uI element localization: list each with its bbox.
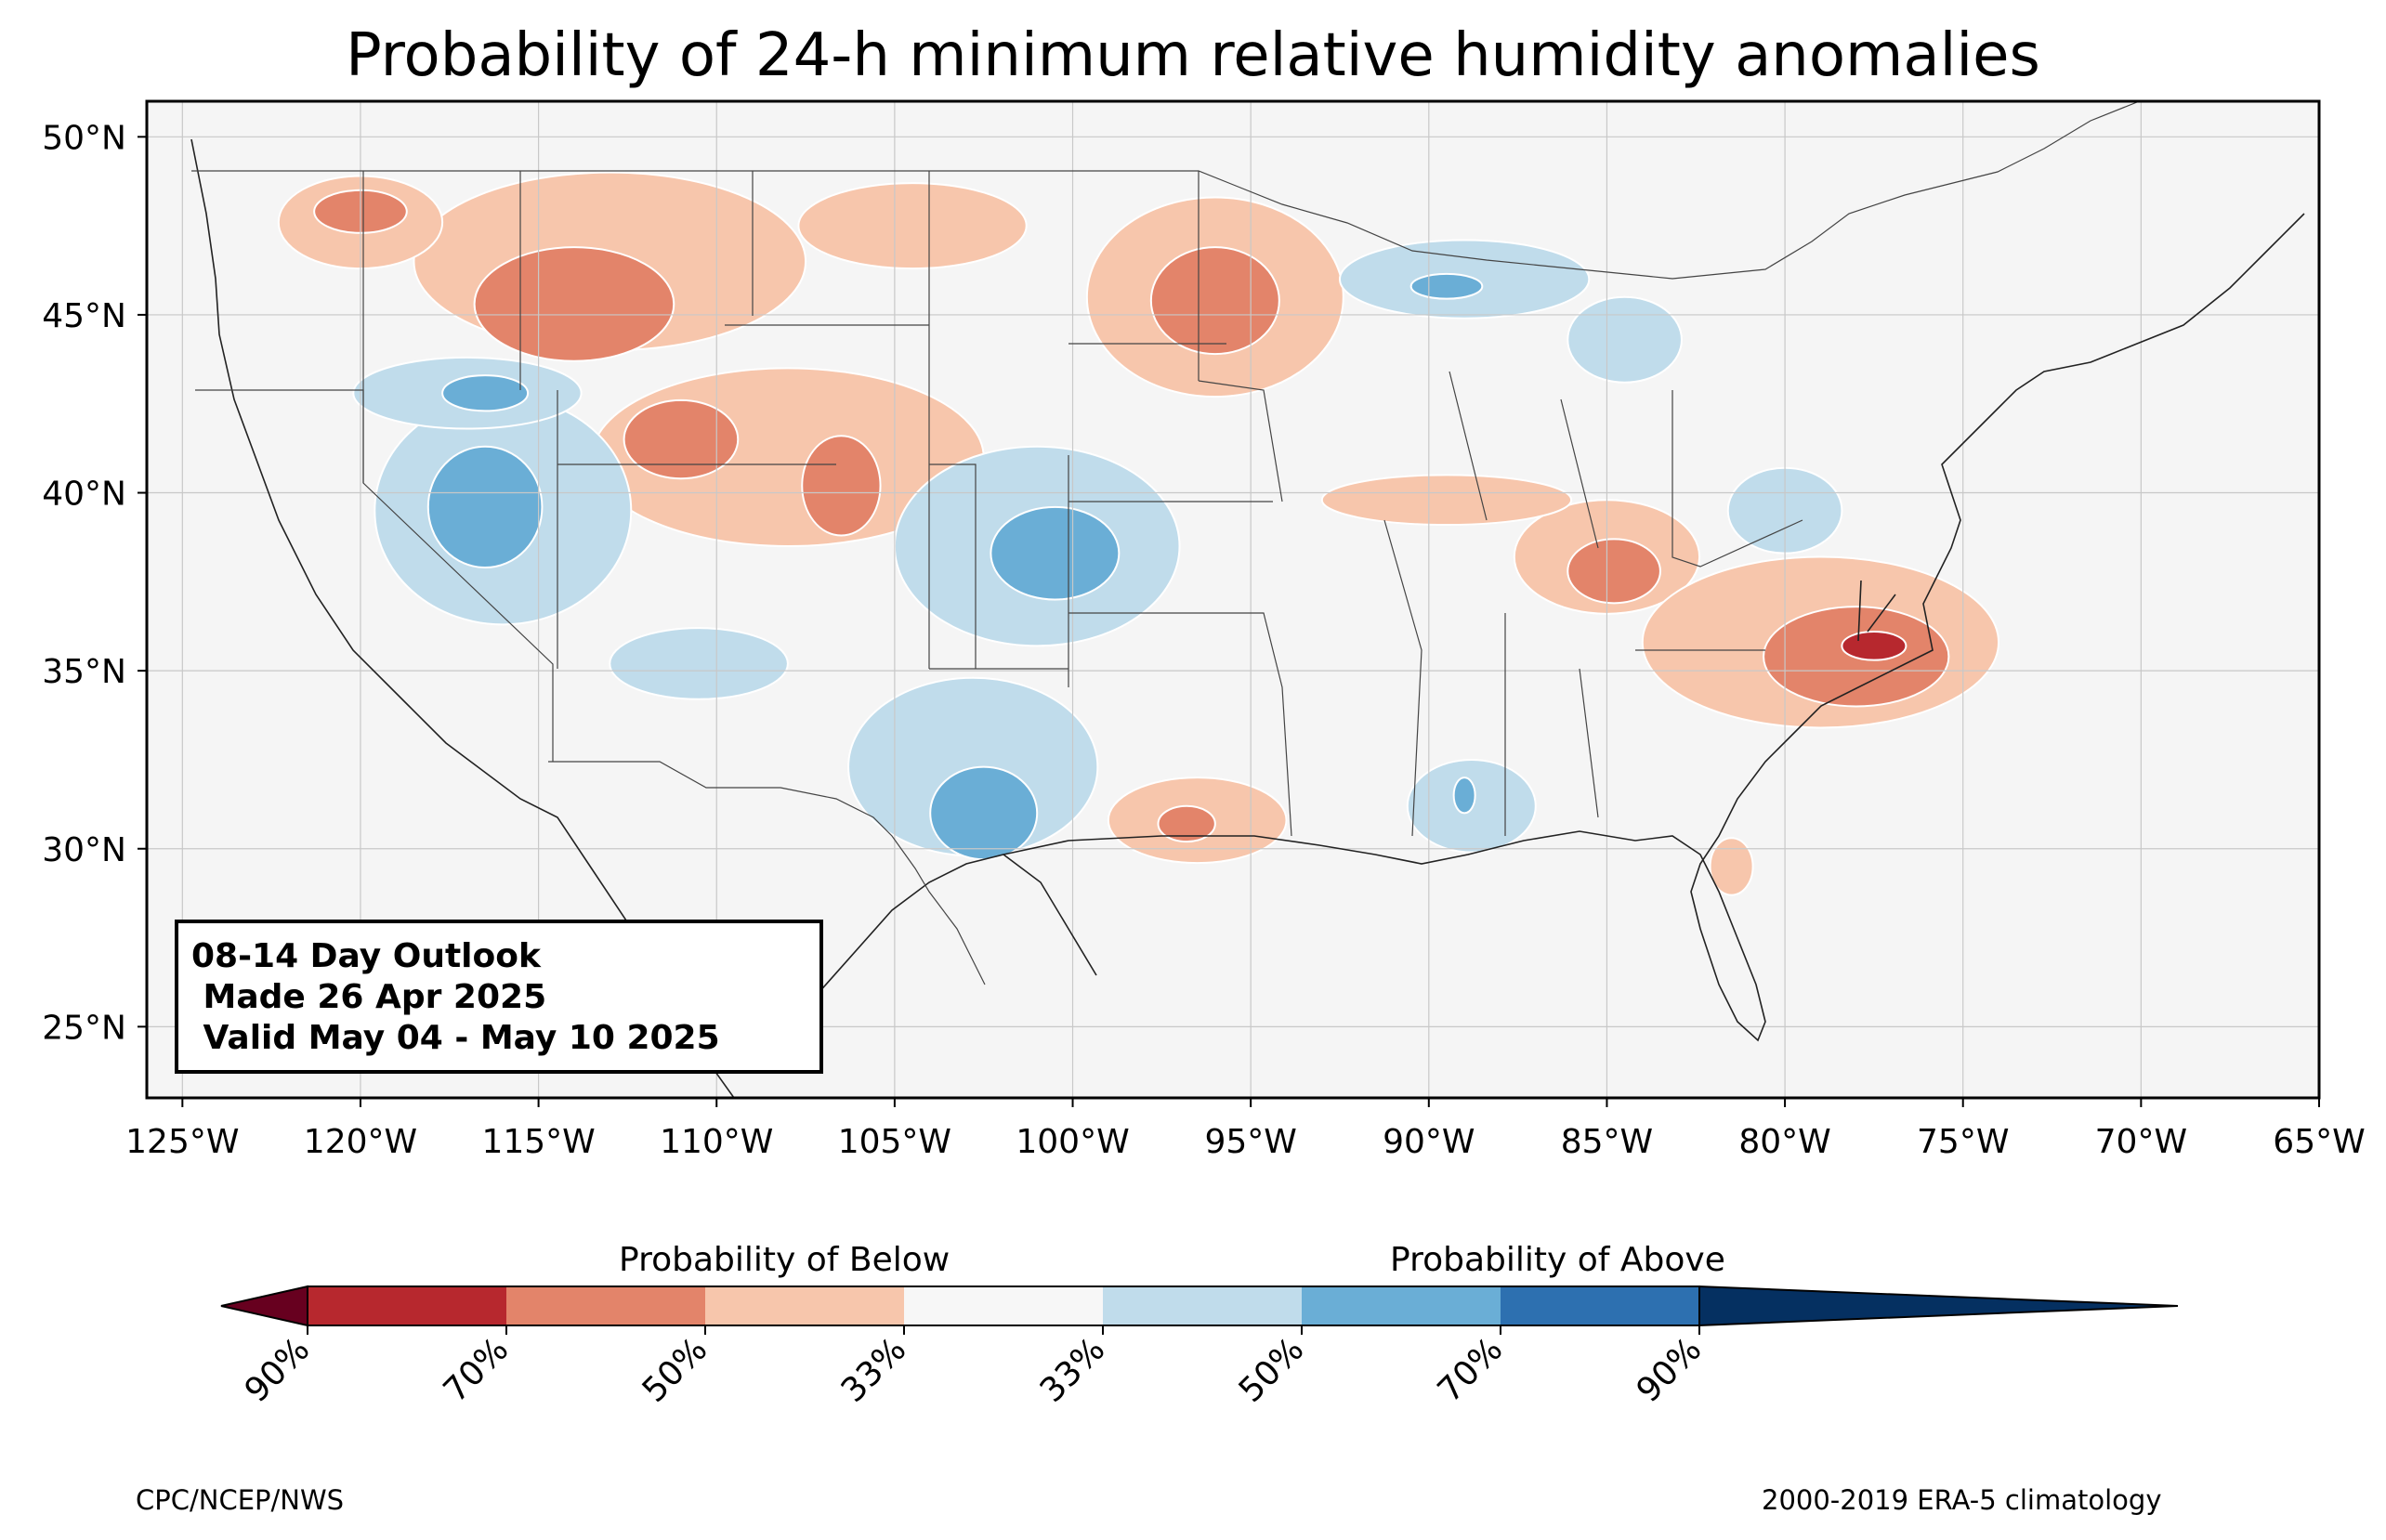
colorbar-bin <box>506 1286 705 1325</box>
border-lines <box>191 101 2138 985</box>
page-title: Probability of 24-h minimum relative hum… <box>346 21 2040 90</box>
anomaly-region-above-33 <box>609 627 789 700</box>
lon-tick-label: 70°W <box>2095 1123 2187 1161</box>
anomaly-region-above-50 <box>1409 272 1484 300</box>
lat-tick-label: 45°N <box>42 297 126 335</box>
lon-tick-label: 105°W <box>838 1123 951 1161</box>
colorbar-tick-label: 70% <box>437 1330 517 1410</box>
anomaly-region-above-50 <box>990 505 1121 601</box>
latitude-tick-labels: 25°N 30°N 35°N 40°N 45°N 50°N <box>42 119 126 1047</box>
lat-tick-label: 35°N <box>42 653 126 691</box>
anomaly-region-below-50 <box>1567 538 1661 605</box>
made-date: Made 26 Apr 2025 <box>191 978 547 1016</box>
lon-tick-label: 80°W <box>1738 1123 1830 1161</box>
anomaly-region-above-50 <box>426 445 544 569</box>
anomaly-region-below-33 <box>1709 837 1754 896</box>
colorbar-tick-label: 50% <box>1232 1330 1312 1410</box>
lon-tick-label: 95°W <box>1204 1123 1296 1161</box>
colorbar-tick-label: 33% <box>834 1330 914 1410</box>
colorbar-tick-label: 50% <box>636 1330 715 1410</box>
colorbar <box>220 1285 2179 1327</box>
lon-tick-label: 110°W <box>660 1123 773 1161</box>
colorbar-bin <box>308 1286 506 1325</box>
anomaly-region-below-70 <box>1841 630 1907 661</box>
anomaly-region-below-33 <box>797 182 1028 270</box>
lon-tick-label: 90°W <box>1383 1123 1475 1161</box>
anomaly-region-below-50 <box>1157 804 1216 843</box>
lat-tick-label: 40°N <box>42 476 126 514</box>
longitude-tick-labels: 125°W 120°W 115°W 110°W 105°W 100°W 95°W 90°W 85… <box>125 1123 2366 1161</box>
colorbar-frame <box>307 1286 1700 1326</box>
colorbar-below-label: Probability of Below <box>619 1241 950 1279</box>
anomaly-region-below-33 <box>1320 474 1573 527</box>
outlook-period: 08-14 Day Outlook <box>191 937 541 975</box>
anomaly-region-above-50 <box>1452 777 1476 815</box>
anomaly-region-above-33 <box>1567 295 1683 384</box>
footer-source: CPC/NCEP/NWS <box>136 1484 345 1516</box>
anomaly-region-below-50 <box>1149 246 1280 356</box>
lat-tick-label: 25°N <box>42 1009 126 1047</box>
colorbar-tick-label: 33% <box>1033 1330 1113 1410</box>
colorbar-bin <box>1103 1286 1302 1325</box>
lon-tick-label: 75°W <box>1917 1123 2009 1161</box>
colorbar-tick-label: 90% <box>1630 1330 1710 1410</box>
anomaly-region-above-50 <box>441 374 530 412</box>
lon-tick-label: 85°W <box>1561 1123 1653 1161</box>
colorbar-bin <box>904 1286 1103 1325</box>
colorbar-tick-label: 70% <box>1431 1330 1511 1410</box>
outlook-info-box: 08-14 Day Outlook Made 26 Apr 2025 Valid… <box>175 920 823 1074</box>
lat-tick-label: 30°N <box>42 831 126 869</box>
lon-tick-label: 125°W <box>125 1123 239 1161</box>
footer-climatology: 2000-2019 ERA-5 climatology <box>1762 1484 2162 1516</box>
anomaly-region-above-50 <box>929 765 1039 861</box>
anomaly-region-below-50 <box>623 398 740 480</box>
colorbar-high-extend <box>1698 1285 2179 1327</box>
colorbar-low-extend <box>220 1285 308 1327</box>
anomaly-region-below-50 <box>801 435 882 537</box>
colorbar-bin <box>1302 1286 1501 1325</box>
valid-dates: Valid May 04 - May 10 2025 <box>191 1019 720 1057</box>
axis-ticks <box>138 136 2320 1107</box>
colorbar-tick-label: 90% <box>238 1330 318 1410</box>
anomaly-regions <box>277 171 2000 896</box>
lon-tick-label: 65°W <box>2273 1123 2365 1161</box>
map-frame <box>145 99 2321 1100</box>
lon-tick-label: 115°W <box>481 1123 595 1161</box>
colorbar-above-label: Probability of Above <box>1390 1241 1725 1279</box>
lon-tick-label: 120°W <box>304 1123 417 1161</box>
lon-tick-label: 100°W <box>1016 1123 1129 1161</box>
colorbar-bin <box>1501 1286 1699 1325</box>
anomaly-region-below-50 <box>473 246 675 362</box>
colorbar-tick-labels: 90% 70% 50% 33% 33% 50% 70% 90% <box>238 1325 1710 1410</box>
lat-tick-label: 50°N <box>42 119 126 157</box>
colorbar-bin <box>705 1286 904 1325</box>
